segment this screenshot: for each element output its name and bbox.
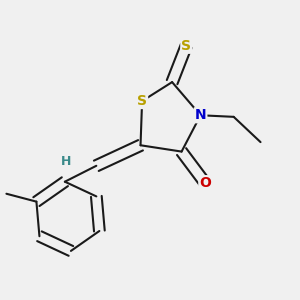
Text: H: H: [61, 154, 71, 168]
Text: O: O: [199, 176, 211, 190]
Text: S: S: [181, 39, 191, 53]
Text: N: N: [195, 108, 206, 122]
Text: S: S: [137, 94, 147, 108]
